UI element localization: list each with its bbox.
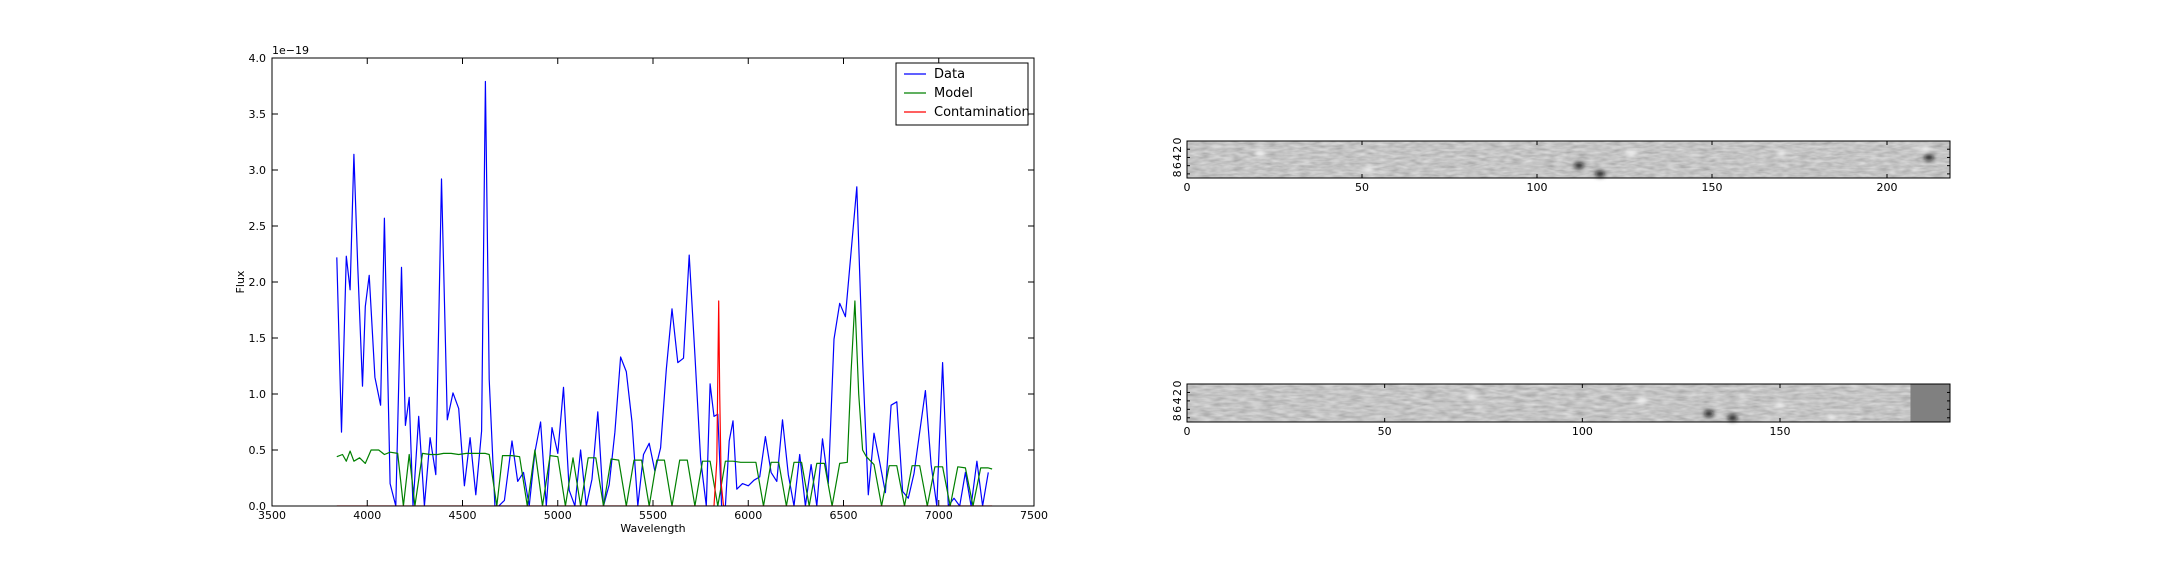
bright-spot	[1775, 402, 1786, 409]
y-tick-label: 2	[1171, 389, 1184, 396]
dark-spot	[1574, 162, 1584, 169]
x-tick-label: 7500	[1020, 509, 1048, 522]
bright-spot	[1364, 166, 1374, 173]
bright-spot	[1636, 397, 1647, 404]
spectrum-image-1-x-ticks: 0 50 100 150 200	[1184, 141, 1898, 194]
bright-spot	[1920, 146, 1931, 153]
legend-frame	[895, 62, 1029, 126]
spectrum-image-2-y-ticks: 024 68	[1171, 381, 1950, 421]
legend-label-model: Model	[934, 86, 973, 101]
spectrum-plot: 3500 4000 4500 5000 5500 6000 6500 7000 7500 0.0…	[234, 44, 1048, 535]
x-tick-label: 4000	[353, 509, 381, 522]
spectrum-x-ticks: 3500 4000 4500 5000 5500 6000 6500 7000 7500	[258, 58, 1048, 522]
y-tick-label: 2.5	[249, 220, 267, 233]
y-tick-label: 1.0	[249, 388, 267, 401]
series-line-contamination	[336, 300, 993, 506]
x-tick-label: 100	[1527, 181, 1548, 194]
y-tick-label: 2.0	[249, 276, 267, 289]
series-line-model	[336, 300, 993, 506]
bright-spot	[1777, 150, 1787, 157]
x-tick-label: 5500	[639, 509, 667, 522]
y-tick-label: 6	[1171, 406, 1184, 413]
spectrum-y-ticks: 0.0 0.5 1.0 1.5 2.0 2.5 3.0 3.5 4.0	[249, 52, 1034, 513]
y-tick-label: 1.5	[249, 332, 267, 345]
y-tick-label: 0.0	[249, 500, 267, 513]
y-tick-label: 8	[1171, 170, 1184, 177]
y-tick-label: 0	[1171, 138, 1184, 145]
y-tick-label: 0.5	[249, 444, 267, 457]
x-tick-label: 150	[1702, 181, 1723, 194]
x-tick-label: 200	[1877, 181, 1898, 194]
spectrum-image-1-frame	[1186, 140, 1951, 179]
spectrum-image-1-pixels	[1187, 141, 1950, 178]
x-tick-label: 4500	[449, 509, 477, 522]
y-tick-label: 8	[1171, 414, 1184, 421]
x-tick-label: 5000	[544, 509, 572, 522]
x-tick-label: 7000	[925, 509, 953, 522]
spectrum-legend: Data Model Contamination	[895, 62, 1030, 126]
spectrum-series-group	[336, 80, 993, 506]
spectrum-x-axis-label: Wavelength	[620, 522, 685, 535]
x-tick-label: 3500	[258, 509, 286, 522]
spectrum-image-1-features	[1255, 146, 1934, 177]
spectrum-image-2-masked-region	[1910, 384, 1950, 422]
legend-label-data: Data	[934, 67, 965, 82]
dark-spot	[1595, 170, 1605, 177]
spectrum-plot-background	[272, 58, 1034, 506]
spectrum-image-2-features	[1466, 393, 1837, 421]
bright-spot	[1466, 393, 1477, 400]
y-tick-label: 0	[1171, 381, 1184, 388]
y-tick-label: 4	[1171, 154, 1184, 161]
dark-spot	[1727, 414, 1738, 421]
y-tick-label: 2	[1171, 146, 1184, 153]
spectrum-image-2-pixels	[1187, 384, 1950, 422]
x-tick-label: 50	[1378, 425, 1392, 438]
y-tick-label: 3.5	[249, 108, 267, 121]
y-tick-label: 6	[1171, 162, 1184, 169]
dark-spot	[1924, 154, 1934, 161]
legend-label-contamination: Contamination	[934, 105, 1030, 120]
spectrum-image-2-frame	[1186, 383, 1951, 423]
dark-spot	[1703, 410, 1714, 417]
x-tick-label: 150	[1770, 425, 1791, 438]
x-tick-label: 50	[1355, 181, 1369, 194]
y-tick-label: 4	[1171, 397, 1184, 404]
x-tick-label: 6500	[830, 509, 858, 522]
x-tick-label: 0	[1184, 425, 1191, 438]
spectrum-image-2-x-ticks: 0 50 100 150	[1184, 384, 1791, 438]
x-tick-label: 100	[1572, 425, 1593, 438]
bright-spot	[1826, 414, 1837, 421]
spectrum-y-offset-label: 1e−19	[272, 44, 309, 57]
spectrum-y-axis-label: Flux	[234, 270, 247, 293]
bright-spot	[1255, 150, 1266, 157]
y-tick-label: 3.0	[249, 164, 267, 177]
bright-spot	[1626, 150, 1637, 157]
y-tick-label: 4.0	[249, 52, 267, 65]
x-tick-label: 6000	[734, 509, 762, 522]
x-tick-label: 0	[1184, 181, 1191, 194]
